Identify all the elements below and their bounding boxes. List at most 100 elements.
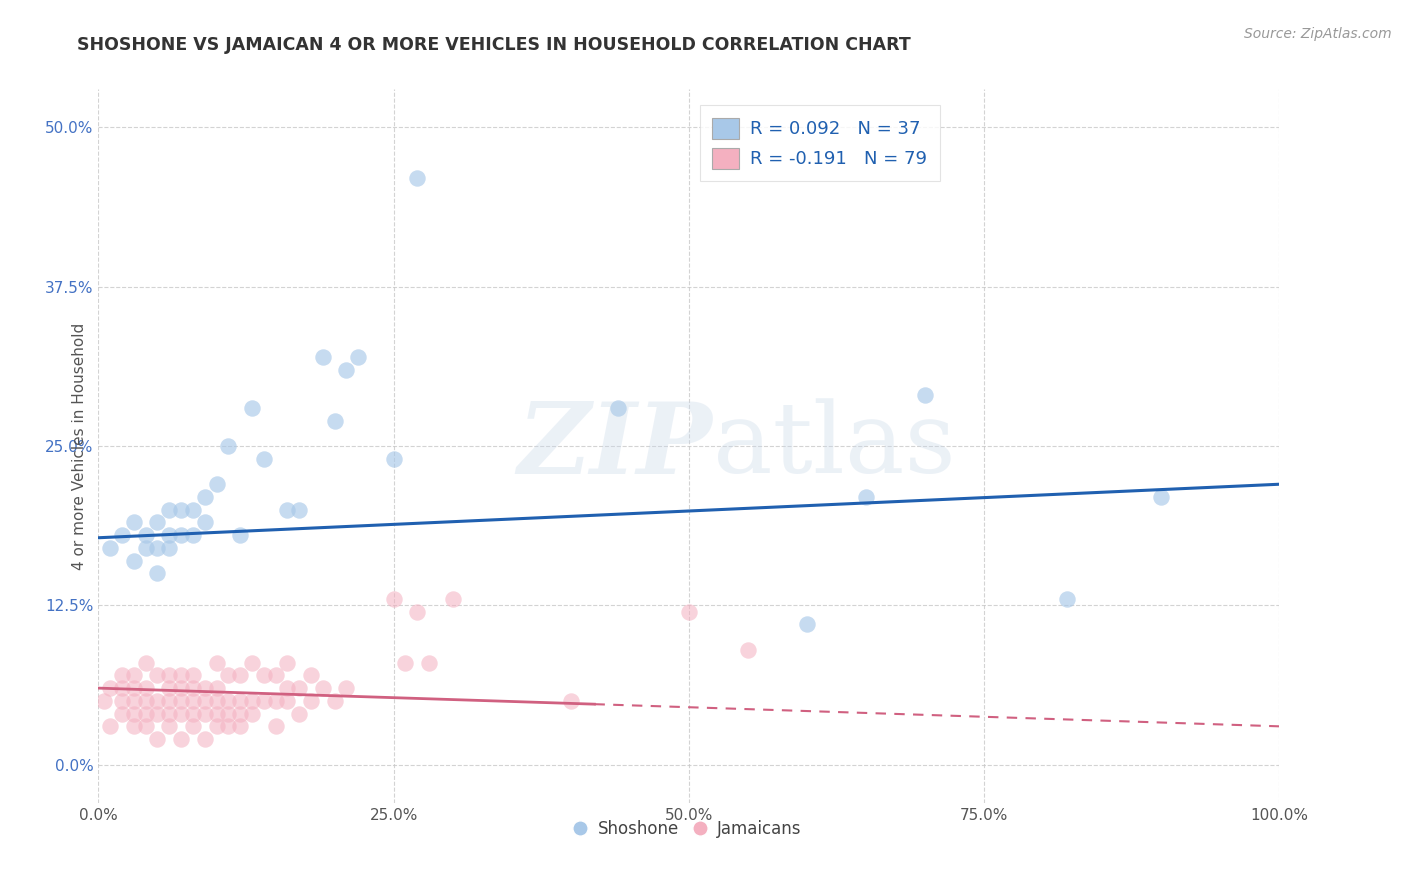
- Point: [737, 643, 759, 657]
- Point: [1150, 490, 1173, 504]
- Point: [170, 502, 193, 516]
- Point: [122, 706, 145, 721]
- Point: [796, 617, 818, 632]
- Point: [418, 656, 440, 670]
- Point: [135, 541, 157, 555]
- Point: [122, 719, 145, 733]
- Point: [170, 694, 193, 708]
- Point: [181, 719, 204, 733]
- Text: ZIP: ZIP: [517, 398, 713, 494]
- Point: [181, 502, 204, 516]
- Point: [253, 451, 276, 466]
- Point: [157, 668, 180, 682]
- Legend: Shoshone, Jamaicans: Shoshone, Jamaicans: [569, 814, 808, 845]
- Point: [229, 528, 252, 542]
- Point: [276, 694, 298, 708]
- Point: [240, 656, 263, 670]
- Point: [146, 566, 169, 581]
- Point: [240, 401, 263, 415]
- Point: [146, 541, 169, 555]
- Point: [135, 694, 157, 708]
- Point: [229, 668, 252, 682]
- Point: [111, 668, 134, 682]
- Point: [217, 439, 239, 453]
- Point: [264, 668, 287, 682]
- Point: [229, 706, 252, 721]
- Point: [157, 502, 180, 516]
- Point: [312, 681, 335, 695]
- Point: [111, 706, 134, 721]
- Point: [157, 706, 180, 721]
- Point: [122, 681, 145, 695]
- Point: [135, 706, 157, 721]
- Point: [122, 668, 145, 682]
- Point: [276, 502, 298, 516]
- Point: [205, 719, 228, 733]
- Point: [135, 681, 157, 695]
- Point: [135, 656, 157, 670]
- Point: [205, 656, 228, 670]
- Point: [253, 694, 276, 708]
- Point: [1056, 591, 1078, 606]
- Point: [181, 528, 204, 542]
- Point: [170, 681, 193, 695]
- Point: [170, 528, 193, 542]
- Point: [276, 681, 298, 695]
- Point: [181, 706, 204, 721]
- Point: [170, 706, 193, 721]
- Point: [146, 694, 169, 708]
- Point: [335, 681, 357, 695]
- Point: [323, 694, 346, 708]
- Point: [157, 694, 180, 708]
- Point: [406, 171, 429, 186]
- Point: [146, 706, 169, 721]
- Point: [122, 516, 145, 530]
- Point: [406, 605, 429, 619]
- Point: [205, 694, 228, 708]
- Point: [98, 541, 121, 555]
- Point: [240, 694, 263, 708]
- Point: [217, 694, 239, 708]
- Point: [678, 605, 700, 619]
- Point: [217, 668, 239, 682]
- Point: [111, 694, 134, 708]
- Point: [194, 516, 217, 530]
- Point: [111, 528, 134, 542]
- Point: [98, 681, 121, 695]
- Point: [205, 681, 228, 695]
- Point: [335, 362, 357, 376]
- Point: [157, 681, 180, 695]
- Point: [264, 719, 287, 733]
- Point: [111, 681, 134, 695]
- Point: [914, 388, 936, 402]
- Point: [170, 668, 193, 682]
- Point: [288, 502, 311, 516]
- Point: [146, 516, 169, 530]
- Point: [157, 541, 180, 555]
- Point: [205, 706, 228, 721]
- Point: [217, 719, 239, 733]
- Text: SHOSHONE VS JAMAICAN 4 OR MORE VEHICLES IN HOUSEHOLD CORRELATION CHART: SHOSHONE VS JAMAICAN 4 OR MORE VEHICLES …: [77, 36, 911, 54]
- Point: [122, 694, 145, 708]
- Point: [181, 681, 204, 695]
- Point: [146, 668, 169, 682]
- Y-axis label: 4 or more Vehicles in Household: 4 or more Vehicles in Household: [72, 322, 87, 570]
- Point: [394, 656, 416, 670]
- Point: [194, 732, 217, 747]
- Text: Source: ZipAtlas.com: Source: ZipAtlas.com: [1244, 27, 1392, 41]
- Point: [181, 668, 204, 682]
- Point: [607, 401, 630, 415]
- Point: [135, 528, 157, 542]
- Point: [253, 668, 276, 682]
- Point: [205, 477, 228, 491]
- Point: [288, 681, 311, 695]
- Point: [276, 656, 298, 670]
- Point: [240, 706, 263, 721]
- Point: [288, 706, 311, 721]
- Point: [855, 490, 877, 504]
- Point: [170, 732, 193, 747]
- Point: [122, 554, 145, 568]
- Point: [229, 694, 252, 708]
- Point: [382, 591, 405, 606]
- Point: [560, 694, 582, 708]
